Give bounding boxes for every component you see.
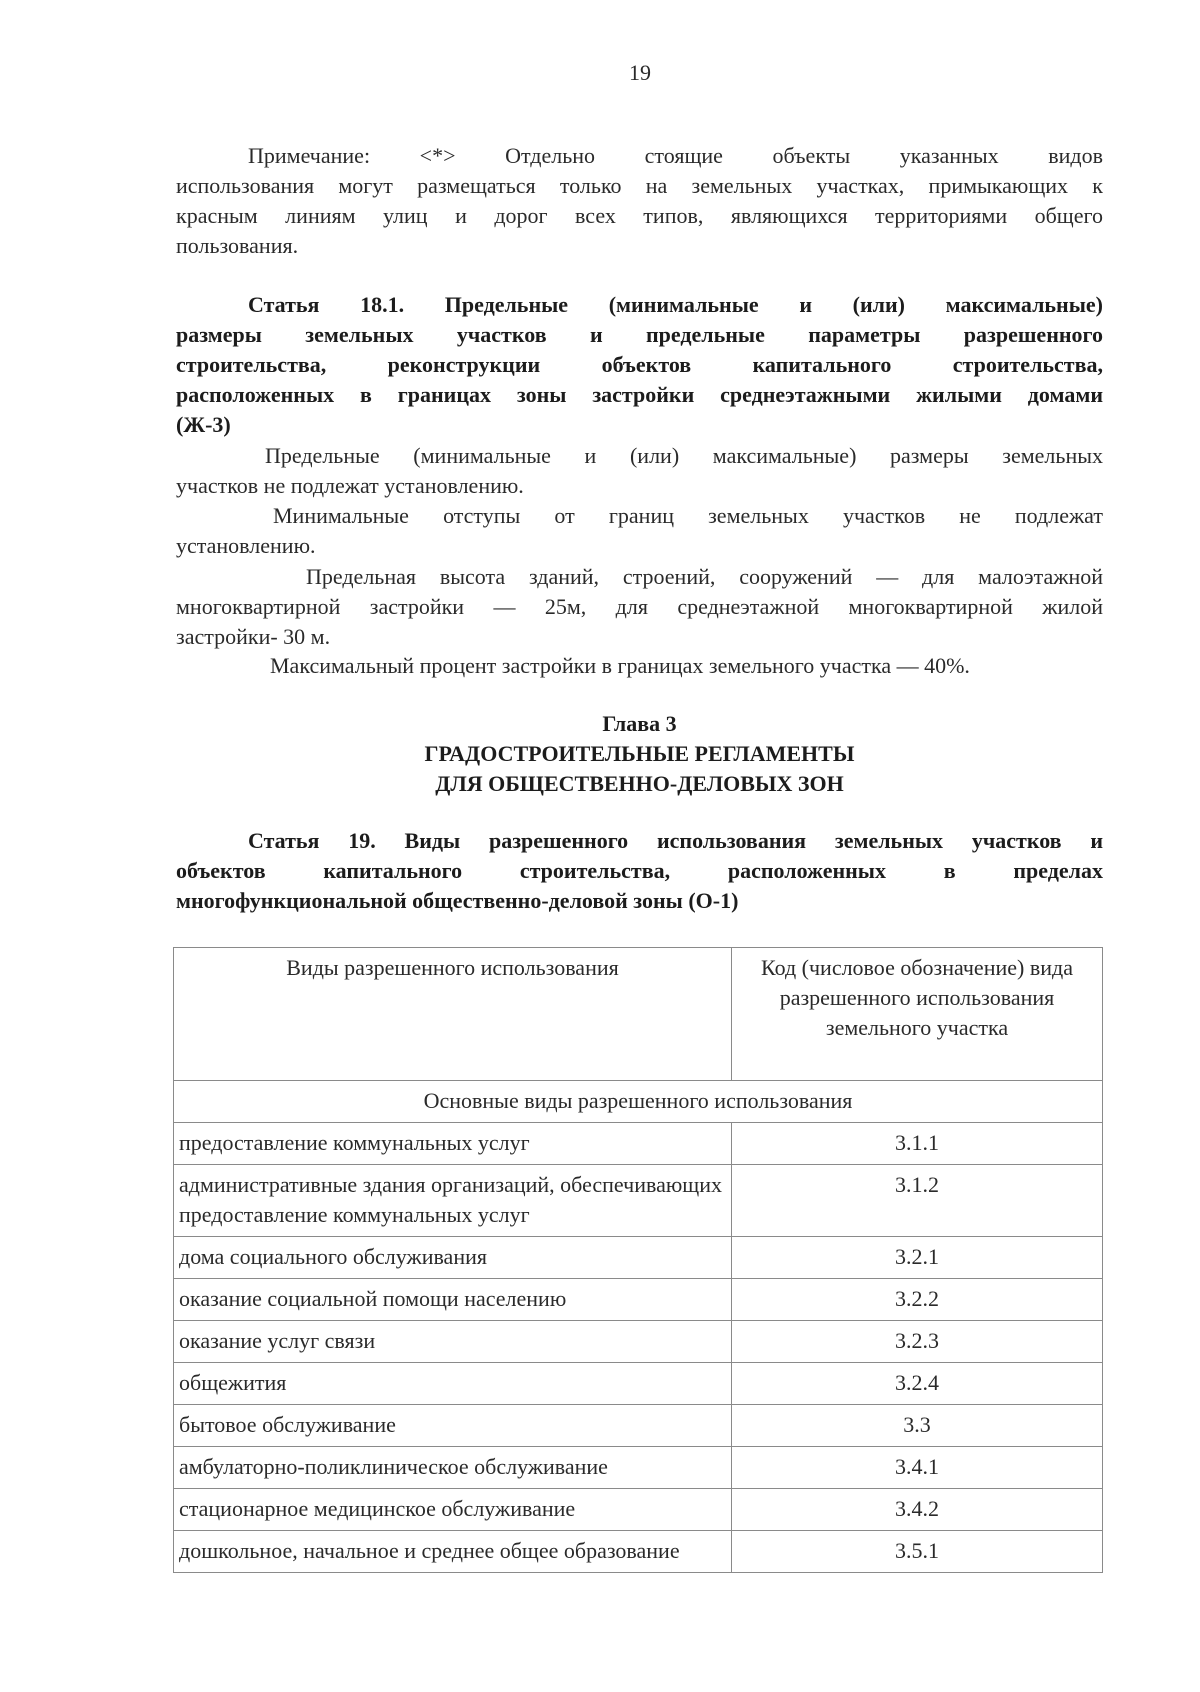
article-18-1-paragraph: Предельные (минимальные и (или) максимал… xyxy=(176,441,1103,501)
permitted-use-table: Виды разрешенного использования Код (чис… xyxy=(173,947,1103,1573)
table-row: административные здания организаций, обе… xyxy=(173,1164,1103,1237)
use-cell: административные здания организаций, обе… xyxy=(173,1164,732,1237)
use-cell: дома социального обслуживания xyxy=(173,1236,732,1279)
use-cell: амбулаторно-поликлиническое обслуживание xyxy=(173,1446,732,1489)
article-19-heading: Статья 19. Виды разрешенного использован… xyxy=(176,826,1103,916)
use-cell: дошкольное, начальное и среднее общее об… xyxy=(173,1530,732,1573)
text-line: Статья 19. Виды разрешенного использован… xyxy=(248,828,1103,853)
text-line: объектов капитального строительства, рас… xyxy=(176,858,1103,883)
article-18-1-heading: Статья 18.1. Предельные (минимальные и (… xyxy=(176,290,1103,440)
article-18-1-paragraph: Максимальный процент застройки в граница… xyxy=(176,651,1103,681)
code-cell: 3.2.4 xyxy=(731,1362,1103,1405)
table-row: оказание социальной помощи населению 3.2.… xyxy=(173,1278,1103,1321)
text-line: красным линиям улиц и дорог всех типов, … xyxy=(176,203,1103,228)
code-cell: 3.5.1 xyxy=(731,1530,1103,1573)
code-cell: 3.3 xyxy=(731,1404,1103,1447)
text-line: Статья 18.1. Предельные (минимальные и (… xyxy=(248,292,1103,317)
chapter-title-line: ДЛЯ ОБЩЕСТВЕННО-ДЕЛОВЫХ ЗОН xyxy=(435,771,844,796)
text-line: Примечание: <*> Отдельно стоящие объекты… xyxy=(248,143,1103,168)
table-row: предоставление коммунальных услуг 3.1.1 xyxy=(173,1122,1103,1165)
code-cell: 3.2.2 xyxy=(731,1278,1103,1321)
text-line: строительства, реконструкции объектов ка… xyxy=(176,352,1103,377)
article-18-1-paragraph: Минимальные отступы от границ земельных … xyxy=(176,501,1103,561)
text-line: многофункциональной общественно-деловой … xyxy=(176,888,739,913)
text-line: (Ж-3) xyxy=(176,412,231,437)
text-line: Максимальный процент застройки в граница… xyxy=(270,653,970,678)
table-header-row: Виды разрешенного использования Код (чис… xyxy=(173,947,1103,1081)
table-row: амбулаторно-поликлиническое обслуживание… xyxy=(173,1446,1103,1489)
table-row: дома социального обслуживания 3.2.1 xyxy=(173,1236,1103,1279)
chapter-title-line: ГРАДОСТРОИТЕЛЬНЫЕ РЕГЛАМЕНТЫ xyxy=(424,741,855,766)
table-section-row: Основные виды разрешенного использования xyxy=(173,1080,1103,1123)
text-line: застройки- 30 м. xyxy=(176,624,331,649)
column-header-use: Виды разрешенного использования xyxy=(173,947,732,1081)
text-line: Предельная высота зданий, строений, соор… xyxy=(306,564,1103,589)
text-line: установлению. xyxy=(176,533,316,558)
text-line: многоквартирной застройки — 25м, для сре… xyxy=(176,594,1103,619)
chapter-heading: Глава 3 ГРАДОСТРОИТЕЛЬНЫЕ РЕГЛАМЕНТЫ ДЛЯ… xyxy=(176,709,1103,799)
article-18-1-paragraph: Предельная высота зданий, строений, соор… xyxy=(176,562,1103,652)
text-line: расположенных в границах зоны застройки … xyxy=(176,382,1103,407)
column-header-code: Код (числовое обозначение) вида разрешен… xyxy=(731,947,1103,1081)
table-row: оказание услуг связи 3.2.3 xyxy=(173,1320,1103,1363)
text-line: Предельные (минимальные и (или) максимал… xyxy=(265,443,1103,468)
text-line: использования могут размещаться только н… xyxy=(176,173,1103,198)
table-row: дошкольное, начальное и среднее общее об… xyxy=(173,1530,1103,1573)
use-cell: бытовое обслуживание xyxy=(173,1404,732,1447)
code-cell: 3.2.1 xyxy=(731,1236,1103,1279)
text-line: участков не подлежат установлению. xyxy=(176,473,524,498)
use-cell: общежития xyxy=(173,1362,732,1405)
table-row: стационарное медицинское обслуживание 3.4… xyxy=(173,1488,1103,1531)
text-line: Минимальные отступы от границ земельных … xyxy=(273,503,1103,528)
use-cell: оказание социальной помощи населению xyxy=(173,1278,732,1321)
text-line: пользования. xyxy=(176,233,299,258)
code-cell: 3.2.3 xyxy=(731,1320,1103,1363)
table-row: общежития 3.2.4 xyxy=(173,1362,1103,1405)
page-number: 19 xyxy=(629,60,651,85)
table-row: бытовое обслуживание 3.3 xyxy=(173,1404,1103,1447)
use-cell: стационарное медицинское обслуживание xyxy=(173,1488,732,1531)
use-cell: предоставление коммунальных услуг xyxy=(173,1122,732,1165)
note-paragraph: Примечание: <*> Отдельно стоящие объекты… xyxy=(176,141,1103,261)
chapter-number: Глава 3 xyxy=(602,711,677,736)
code-cell: 3.4.2 xyxy=(731,1488,1103,1531)
use-cell: оказание услуг связи xyxy=(173,1320,732,1363)
text-line: размеры земельных участков и предельные … xyxy=(176,322,1103,347)
section-label: Основные виды разрешенного использования xyxy=(173,1080,1103,1123)
code-cell: 3.1.2 xyxy=(731,1164,1103,1237)
code-cell: 3.1.1 xyxy=(731,1122,1103,1165)
code-cell: 3.4.1 xyxy=(731,1446,1103,1489)
